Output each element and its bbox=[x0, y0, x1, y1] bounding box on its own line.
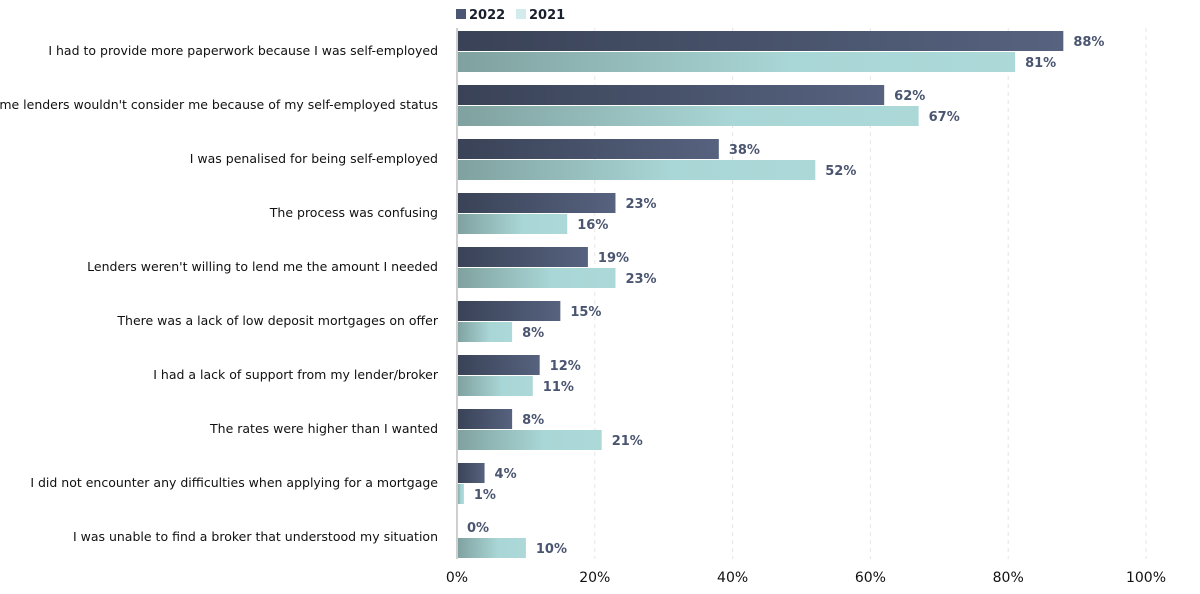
bar-2022 bbox=[457, 85, 885, 105]
data-label-2022: 88% bbox=[1073, 35, 1104, 50]
category-label: There was a lack of low deposit mortgage… bbox=[116, 313, 438, 328]
data-label-2021: 23% bbox=[625, 272, 656, 287]
data-label-2021: 16% bbox=[577, 218, 608, 233]
data-label-2022: 8% bbox=[522, 413, 544, 428]
data-label-2021: 10% bbox=[536, 542, 567, 557]
bar-2021 bbox=[457, 106, 919, 126]
bar-2021 bbox=[457, 268, 616, 288]
data-label-2022: 12% bbox=[550, 359, 581, 374]
bar-2022 bbox=[457, 463, 485, 483]
bar-2021 bbox=[457, 322, 513, 342]
bar-2021 bbox=[457, 376, 533, 396]
legend-label-2021: 2021 bbox=[529, 8, 565, 23]
x-tick-label: 80% bbox=[993, 570, 1024, 586]
bar-2022 bbox=[457, 31, 1064, 51]
bar-2022 bbox=[457, 301, 561, 321]
legend-swatch-2022 bbox=[456, 9, 466, 19]
bar-2022 bbox=[457, 355, 540, 375]
data-label-2021: 11% bbox=[543, 380, 574, 395]
data-label-2021: 81% bbox=[1025, 56, 1056, 71]
bar-2022 bbox=[457, 409, 513, 429]
x-axis: 0% 20% 40% 60% 80% 100% I had to provide more … bbox=[0, 28, 1166, 586]
data-label-2021: 52% bbox=[825, 164, 856, 179]
bars: 88% 81% 62% 67% 38% 52% 23% 16% 19% 23% 15% 8% 12% 11… bbox=[457, 31, 1104, 558]
x-tick-label: 60% bbox=[855, 570, 886, 586]
category-label: I had a lack of support from my lender/b… bbox=[153, 367, 439, 382]
bar-2021 bbox=[457, 538, 526, 558]
legend-swatch-2021 bbox=[516, 9, 526, 19]
x-tick-label: 100% bbox=[1126, 570, 1166, 586]
category-label: I was unable to find a broker that under… bbox=[73, 529, 438, 544]
bar-2021 bbox=[457, 160, 816, 180]
data-label-2022: 23% bbox=[625, 197, 656, 212]
bar-2022 bbox=[457, 193, 616, 213]
bar-2021 bbox=[457, 52, 1016, 72]
data-label-2022: 4% bbox=[495, 467, 517, 482]
bar-2021 bbox=[457, 430, 602, 450]
category-label: Some lenders wouldn't consider me becaus… bbox=[0, 97, 438, 112]
data-label-2022: 19% bbox=[598, 251, 629, 266]
bar-2022 bbox=[457, 247, 588, 267]
x-tick-label: 20% bbox=[579, 570, 610, 586]
data-label-2021: 67% bbox=[929, 110, 960, 125]
data-label-2022: 38% bbox=[729, 143, 760, 158]
data-label-2022: 0% bbox=[467, 521, 489, 536]
category-label: Lenders weren't willing to lend me the a… bbox=[87, 259, 438, 274]
category-label: I had to provide more paperwork because … bbox=[48, 43, 438, 58]
data-label-2022: 15% bbox=[570, 305, 601, 320]
legend: 2022 2021 bbox=[456, 8, 565, 23]
data-label-2021: 21% bbox=[612, 434, 643, 449]
bar-2021 bbox=[457, 214, 568, 234]
data-label-2022: 62% bbox=[894, 89, 925, 104]
category-label: The process was confusing bbox=[269, 205, 438, 220]
category-label: I was penalised for being self-employed bbox=[190, 151, 438, 166]
data-label-2021: 8% bbox=[522, 326, 544, 341]
x-tick-label: 0% bbox=[446, 570, 468, 586]
category-label: I did not encounter any difficulties whe… bbox=[30, 475, 438, 490]
bar-2021 bbox=[457, 484, 464, 504]
category-label: The rates were higher than I wanted bbox=[209, 421, 438, 436]
x-tick-label: 40% bbox=[717, 570, 748, 586]
legend-label-2022: 2022 bbox=[469, 8, 505, 23]
bar-2022 bbox=[457, 139, 719, 159]
data-label-2021: 1% bbox=[474, 488, 496, 503]
